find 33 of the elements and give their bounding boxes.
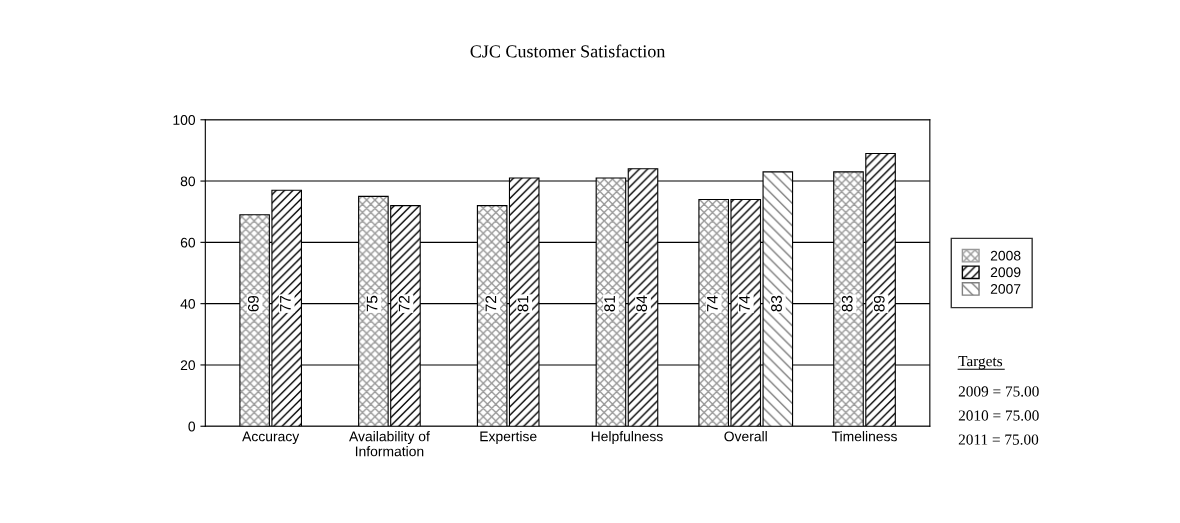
data-label: 74 <box>707 295 718 312</box>
y-tick-label: 100 <box>173 115 196 125</box>
y-tick-label: 40 <box>180 298 196 309</box>
data-label: 77 <box>280 295 291 312</box>
x-tick-label: Timeliness <box>831 431 897 442</box>
legend-label: 2007 <box>990 283 1021 294</box>
x-tick-label: Overall <box>724 431 767 442</box>
data-label: 81 <box>517 295 529 312</box>
y-tick-label: 0 <box>188 421 196 432</box>
chart-title: CJC Customer Satisfaction <box>470 44 666 58</box>
legend-label: 2009 <box>990 267 1021 278</box>
x-tick-label: Expertise <box>480 431 537 445</box>
data-label: 81 <box>604 295 616 312</box>
data-label: 74 <box>739 295 750 312</box>
x-tick-label: Helpfulness <box>591 431 663 445</box>
x-tick-label: Availability of Information <box>349 431 430 457</box>
text: Targets <box>958 356 1003 370</box>
data-label: 89 <box>873 295 885 312</box>
data-label: 75 <box>366 295 378 312</box>
data-label: 83 <box>771 295 782 312</box>
x-tick-label: Accuracy <box>242 431 300 445</box>
data-label: 69 <box>247 295 259 312</box>
data-label: 83 <box>841 295 853 312</box>
y-tick-label: 20 <box>180 360 196 371</box>
y-tick-label: 80 <box>180 176 196 187</box>
text: 2009 = 75.00 <box>958 386 1039 397</box>
data-label: 72 <box>485 295 497 312</box>
data-label: 72 <box>398 295 410 312</box>
legend-label: 2008 <box>990 250 1021 261</box>
text: 2010 = 75.00 <box>958 410 1039 421</box>
data-label: 84 <box>636 295 648 312</box>
y-tick-label: 60 <box>180 237 196 248</box>
text: 2011 = 75.00 <box>958 434 1039 445</box>
